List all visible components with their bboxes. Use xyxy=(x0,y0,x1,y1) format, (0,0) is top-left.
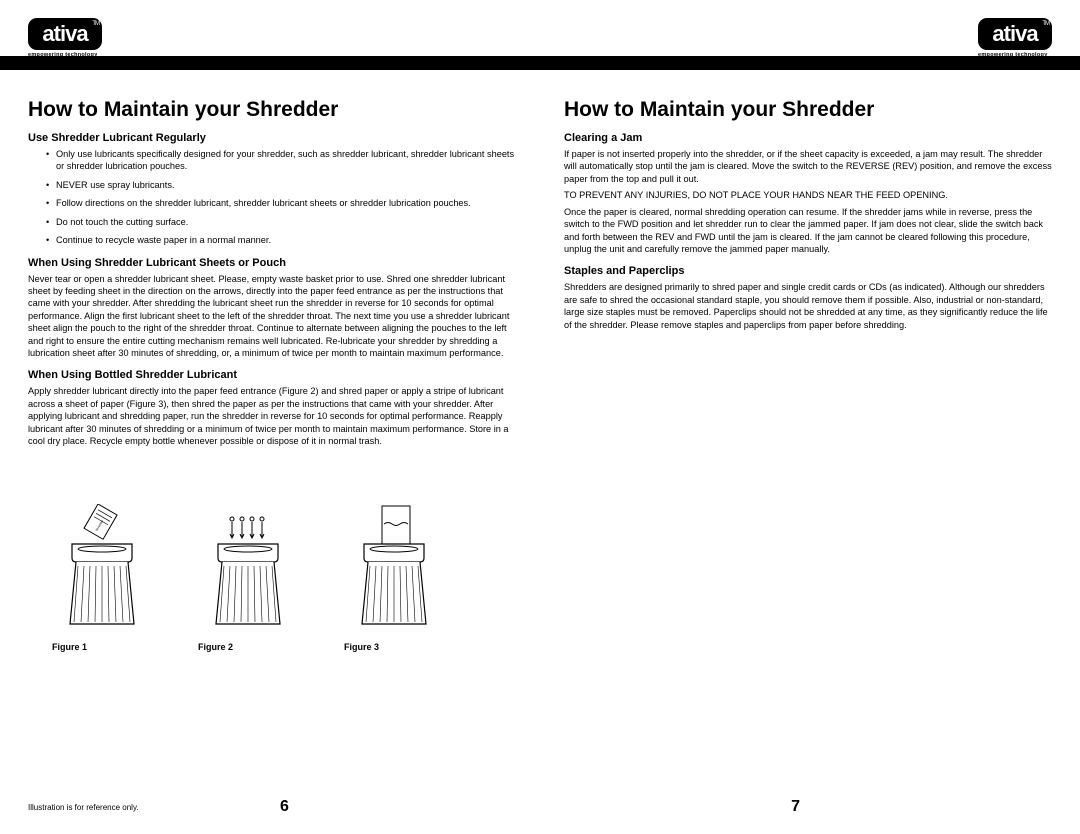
section-body: Once the paper is cleared, normal shredd… xyxy=(564,206,1052,256)
figure-caption: Figure 1 xyxy=(52,642,87,652)
lubricant-bullets: Only use lubricants specifically designe… xyxy=(28,148,516,247)
bullet-item: Continue to recycle waste paper in a nor… xyxy=(56,234,516,246)
figure-caption: Figure 3 xyxy=(344,642,379,652)
section-heading-lubricant: Use Shredder Lubricant Regularly xyxy=(28,132,516,144)
right-page: How to Maintain your Shredder Clearing a… xyxy=(564,98,1052,652)
bullet-item: Only use lubricants specifically designe… xyxy=(56,148,516,173)
section-body: Never tear or open a shredder lubricant … xyxy=(28,273,516,360)
figure-1: Shredder Figure 1 xyxy=(52,504,152,652)
section-body: If paper is not inserted properly into t… xyxy=(564,148,1052,185)
page-title: How to Maintain your Shredder xyxy=(28,98,516,122)
bullet-item: Do not touch the cutting surface. xyxy=(56,216,516,228)
logo-text: ativa xyxy=(42,21,87,47)
content-area: How to Maintain your Shredder Use Shredd… xyxy=(0,70,1080,652)
figures-row: Shredder Figure 1 xyxy=(28,504,516,652)
header-black-bar xyxy=(0,56,1080,70)
logo-box: ativa TM xyxy=(978,18,1052,50)
page-number-right: 7 xyxy=(791,798,800,816)
logo-text: ativa xyxy=(992,21,1037,47)
logo-tm: TM xyxy=(1042,21,1049,27)
section-body-warning: TO PREVENT ANY INJURIES, DO NOT PLACE YO… xyxy=(564,189,1052,201)
shredder-illustration-1: Shredder xyxy=(52,504,152,634)
figure-3: Figure 3 xyxy=(344,504,444,652)
section-heading-bottled: When Using Bottled Shredder Lubricant xyxy=(28,369,516,381)
shredder-illustration-3 xyxy=(344,504,444,634)
page-number-left: 6 xyxy=(280,798,289,816)
logo-box: ativa TM xyxy=(28,18,102,50)
section-heading-sheets: When Using Shredder Lubricant Sheets or … xyxy=(28,257,516,269)
figure-caption: Figure 2 xyxy=(198,642,233,652)
section-heading-staples: Staples and Paperclips xyxy=(564,265,1052,277)
shredder-illustration-2 xyxy=(198,504,298,634)
figure-2: Figure 2 xyxy=(198,504,298,652)
brand-logo-left: ativa TM empowering technology xyxy=(28,18,102,58)
logo-tm: TM xyxy=(92,21,99,27)
section-heading-jam: Clearing a Jam xyxy=(564,132,1052,144)
footer-note: Illustration is for reference only. xyxy=(28,803,139,812)
page-header: ativa TM empowering technology ativa TM … xyxy=(0,0,1080,70)
left-page: How to Maintain your Shredder Use Shredd… xyxy=(28,98,516,652)
page-title: How to Maintain your Shredder xyxy=(564,98,1052,122)
bullet-item: NEVER use spray lubricants. xyxy=(56,179,516,191)
brand-logo-right: ativa TM empowering technology xyxy=(978,18,1052,58)
bullet-item: Follow directions on the shredder lubric… xyxy=(56,197,516,209)
section-body: Shredders are designed primarily to shre… xyxy=(564,281,1052,331)
section-body: Apply shredder lubricant directly into t… xyxy=(28,385,516,447)
